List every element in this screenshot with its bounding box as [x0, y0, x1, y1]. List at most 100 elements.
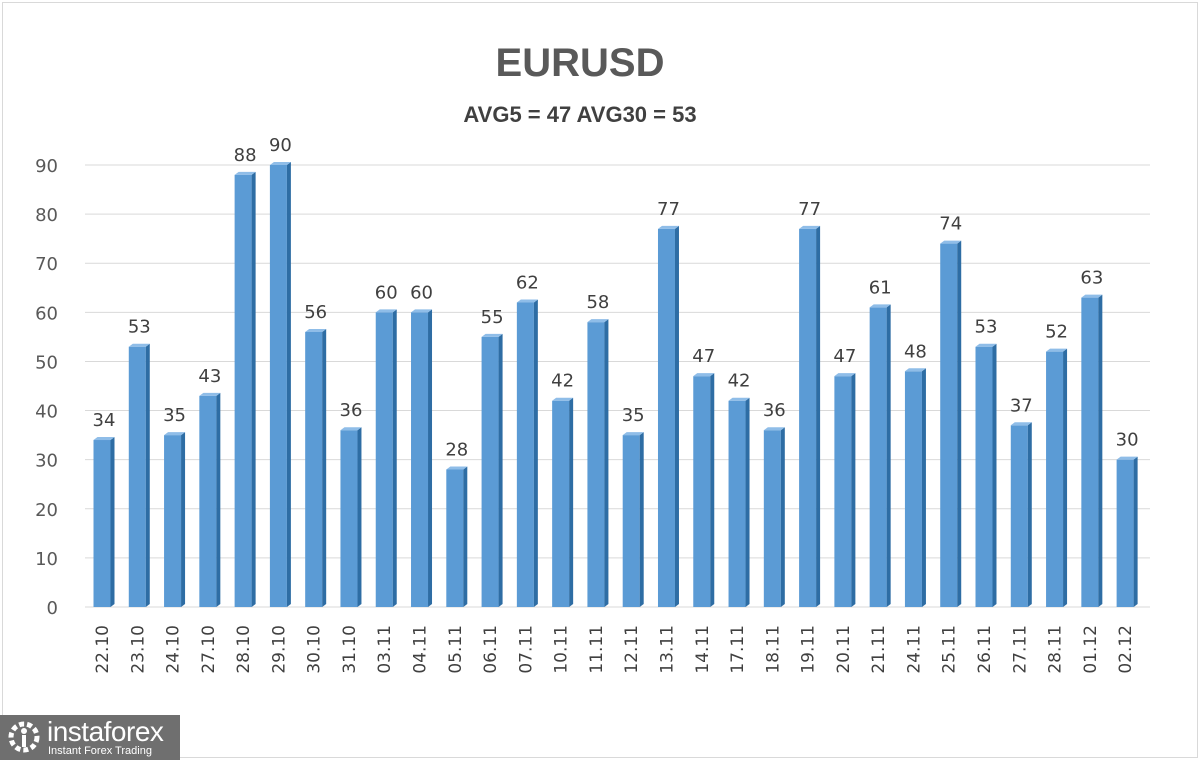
bar-side	[1098, 294, 1103, 607]
data-label: 61	[869, 277, 892, 298]
bar-top	[904, 368, 926, 372]
bar-side	[674, 225, 679, 607]
data-label: 52	[1045, 322, 1068, 343]
data-label: 55	[481, 307, 504, 328]
bar	[728, 400, 746, 607]
bar-top	[1010, 422, 1032, 426]
bar-side	[498, 333, 503, 607]
bar-side	[322, 328, 327, 607]
bar-top	[411, 309, 433, 313]
bar	[164, 435, 182, 607]
x-tick-label: 17.11	[728, 625, 748, 674]
bar-side	[851, 373, 856, 607]
data-label: 74	[939, 214, 962, 235]
bar	[411, 312, 429, 607]
bar-side	[145, 343, 150, 607]
bar-top	[834, 373, 856, 377]
bar	[269, 165, 287, 607]
data-label: 77	[798, 199, 821, 220]
bar	[904, 371, 922, 607]
data-label: 62	[516, 273, 539, 294]
chart-subtitle: AVG5 = 47 AVG30 = 53	[463, 102, 696, 127]
bar-side	[463, 466, 468, 607]
data-label: 77	[657, 199, 680, 220]
bar-side	[816, 225, 821, 607]
x-tick-label: 28.11	[1046, 625, 1066, 674]
bar-side	[780, 427, 785, 607]
bar-top	[234, 171, 256, 175]
bar	[446, 469, 464, 607]
data-label: 56	[304, 302, 327, 323]
x-tick-label: 14.11	[693, 625, 713, 674]
bar	[940, 243, 958, 608]
bar-top	[622, 432, 644, 436]
bar-side	[710, 373, 715, 607]
bar-top	[869, 304, 891, 308]
bar	[516, 302, 534, 607]
x-tick-label: 13.11	[657, 625, 677, 674]
y-tick-label: 60	[35, 303, 58, 324]
bar-top	[446, 466, 468, 470]
bar-top	[1081, 294, 1103, 298]
bar-side	[1063, 348, 1068, 607]
bar-side	[1133, 456, 1138, 607]
x-tick-label: 30.10	[305, 625, 325, 674]
x-tick-label: 22.10	[93, 625, 113, 674]
x-tick-label: 23.10	[128, 625, 148, 674]
bar-side	[181, 432, 186, 607]
bar	[975, 346, 993, 607]
data-label: 36	[763, 400, 786, 421]
bar	[587, 322, 605, 607]
bar	[622, 435, 640, 607]
data-label: 58	[586, 292, 609, 313]
x-tick-label: 04.11	[411, 625, 431, 674]
bar	[763, 430, 781, 607]
bar-side	[428, 309, 433, 607]
x-tick-label: 12.11	[622, 625, 642, 674]
data-label: 88	[234, 145, 257, 166]
bar	[693, 376, 711, 607]
data-label: 28	[445, 439, 468, 460]
data-label: 34	[93, 410, 116, 431]
bar	[375, 312, 393, 607]
data-label: 35	[622, 405, 645, 426]
bar	[1081, 297, 1099, 607]
data-label: 48	[904, 341, 927, 362]
x-tick-label: 11.11	[587, 625, 607, 674]
y-tick-label: 80	[35, 205, 58, 226]
bar-side	[886, 304, 891, 607]
data-label: 42	[728, 371, 751, 392]
bar-side	[1027, 422, 1032, 607]
y-tick-label: 90	[35, 156, 58, 177]
bar-top	[128, 343, 150, 347]
bar	[128, 346, 146, 607]
data-label: 35	[163, 405, 186, 426]
bar-side	[110, 437, 115, 607]
data-label: 37	[1010, 395, 1033, 416]
bar-top	[975, 343, 997, 347]
bar-top	[375, 309, 397, 313]
x-tick-label: 19.11	[799, 625, 819, 674]
data-label: 42	[551, 371, 574, 392]
bar-side	[357, 427, 362, 607]
x-tick-label: 24.10	[164, 625, 184, 674]
x-tick-label: 01.12	[1081, 625, 1101, 674]
data-label: 43	[198, 366, 221, 387]
bar	[552, 400, 570, 607]
logo-tagline: Instant Forex Trading	[48, 745, 152, 757]
bar-top	[728, 397, 750, 401]
bar-top	[164, 432, 186, 436]
bar	[657, 228, 675, 607]
y-tick-label: 70	[35, 254, 58, 275]
bar-side	[604, 319, 609, 607]
logo-name: instaforex	[47, 716, 164, 747]
y-tick-label: 30	[35, 451, 58, 472]
bar-side	[957, 240, 962, 608]
bar-top	[340, 427, 362, 431]
bar	[799, 228, 817, 607]
x-tick-label: 24.11	[904, 625, 924, 674]
bar-top	[587, 319, 609, 323]
bar	[93, 440, 111, 607]
bar-side	[392, 309, 397, 607]
